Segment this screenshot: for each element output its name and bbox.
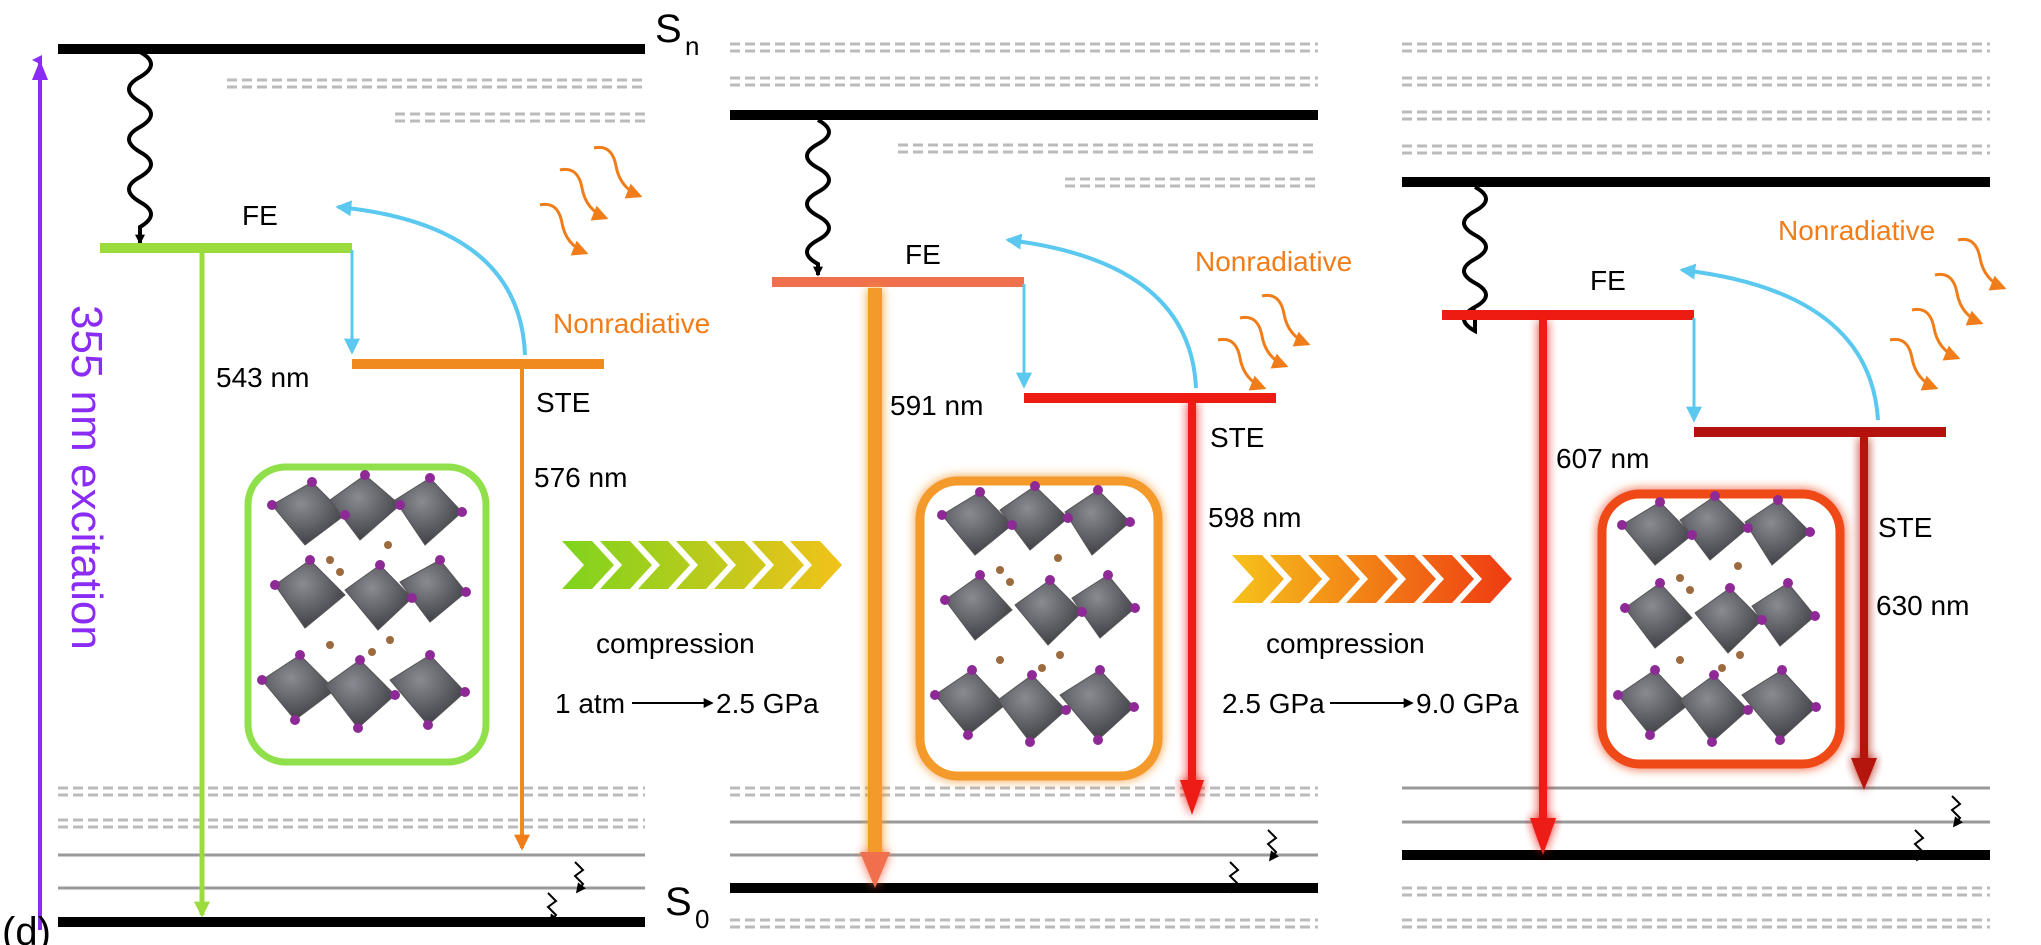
panel-2-wavy-relaxation bbox=[805, 118, 831, 277]
panel-3: FE STE 607 nm 630 nm Nonradiative bbox=[1402, 42, 2007, 929]
panel-3-lower-vibrational-levels bbox=[1402, 786, 1990, 929]
panel-1-nonradiative-label: Nonradiative bbox=[553, 308, 710, 339]
panel-2-fe-emission-arrow bbox=[860, 288, 890, 888]
panel-3-ste-emission-arrow bbox=[1851, 437, 1877, 790]
panel-2-upper-vibrational-levels bbox=[730, 42, 1318, 188]
excitation-arrowhead bbox=[32, 60, 48, 80]
panel-3-nonradiative-arrows bbox=[1889, 237, 2007, 391]
panel-2-nonradiative-arrows bbox=[1217, 293, 1311, 391]
excitation-label: 355 nm excitation bbox=[62, 305, 111, 650]
panel-1-ste-to-fe-curve bbox=[335, 200, 527, 356]
panel-2-ste-label: STE bbox=[1210, 422, 1264, 453]
panel-1-nonradiative-decay-squiggles bbox=[546, 861, 586, 925]
panel-1-lower-vibrational-levels bbox=[58, 786, 645, 890]
compression-chevrons-2 bbox=[1232, 555, 1512, 603]
panel-3-fe-emission-arrow bbox=[1530, 320, 1556, 855]
panel-3-crystal-structure bbox=[1597, 489, 1845, 769]
svg-text:0: 0 bbox=[695, 904, 709, 934]
panel-label: (d) bbox=[2, 910, 51, 945]
panel-1-ste-wavelength: 576 nm bbox=[534, 462, 627, 493]
pressure-to-2: 9.0 GPa bbox=[1416, 688, 1519, 719]
panel-1-organic-cations bbox=[326, 541, 394, 656]
panel-1-nonradiative-arrows bbox=[539, 145, 643, 256]
panel-2-nonradiative-decay-squiggles bbox=[1228, 829, 1279, 894]
panel-3-ste-wavelength: 630 nm bbox=[1876, 590, 1969, 621]
panel-2-ste-emission-arrow bbox=[1180, 402, 1204, 815]
sn-label: S n bbox=[655, 7, 699, 61]
pressure-from-2: 2.5 GPa bbox=[1222, 688, 1325, 719]
svg-text:n: n bbox=[685, 31, 699, 61]
panel-1-crystal-structure bbox=[244, 463, 490, 766]
panel-1-fe-wavelength: 543 nm bbox=[216, 362, 309, 393]
panel-2-ste-wavelength: 598 nm bbox=[1208, 502, 1301, 533]
panel-1-iodide-atoms bbox=[257, 470, 471, 733]
panel-3-fe-label: FE bbox=[1590, 265, 1626, 296]
s0-label: S 0 bbox=[665, 880, 709, 934]
panel-2-crystal-structure bbox=[915, 476, 1163, 781]
panel-2-fe-wavelength: 591 nm bbox=[890, 390, 983, 421]
pressure-from-1: 1 atm bbox=[555, 688, 625, 719]
panel-2-ste-to-fe-curve bbox=[1005, 233, 1198, 389]
panel-3-ste-label: STE bbox=[1878, 512, 1932, 543]
compression-label-1: compression bbox=[596, 628, 755, 659]
panel-1-ste-label: STE bbox=[536, 387, 590, 418]
panel-2-fe-label: FE bbox=[905, 239, 941, 270]
panel-3-fe-wavelength: 607 nm bbox=[1556, 443, 1649, 474]
panel-1-fe-label: FE bbox=[242, 200, 278, 231]
panel-2: FE STE 591 nm 598 nm Nonradiative bbox=[730, 42, 1352, 929]
panel-3-ste-to-fe-curve bbox=[1679, 263, 1880, 421]
compression-chevrons-1 bbox=[562, 541, 842, 589]
panel-1-wavy-relaxation bbox=[127, 50, 153, 245]
panel-3-nonradiative-label: Nonradiative bbox=[1778, 215, 1935, 246]
panel-1-upper-vibrational-levels bbox=[227, 78, 645, 123]
panel-1: FE STE 543 nm 576 nm Nonradiative bbox=[58, 44, 710, 927]
panel-2-lower-vibrational-levels bbox=[730, 786, 1318, 929]
compression-label-2: compression bbox=[1266, 628, 1425, 659]
svg-text:S: S bbox=[655, 7, 682, 51]
panel-3-upper-vibrational-levels bbox=[1402, 42, 1990, 155]
panel-3-wavy-relaxation bbox=[1462, 185, 1488, 335]
svg-text:S: S bbox=[665, 880, 692, 924]
pressure-to-1: 2.5 GPa bbox=[716, 688, 819, 719]
panel-3-nonradiative-decay-squiggles bbox=[1913, 795, 1963, 862]
panel-2-nonradiative-label: Nonradiative bbox=[1195, 246, 1352, 277]
